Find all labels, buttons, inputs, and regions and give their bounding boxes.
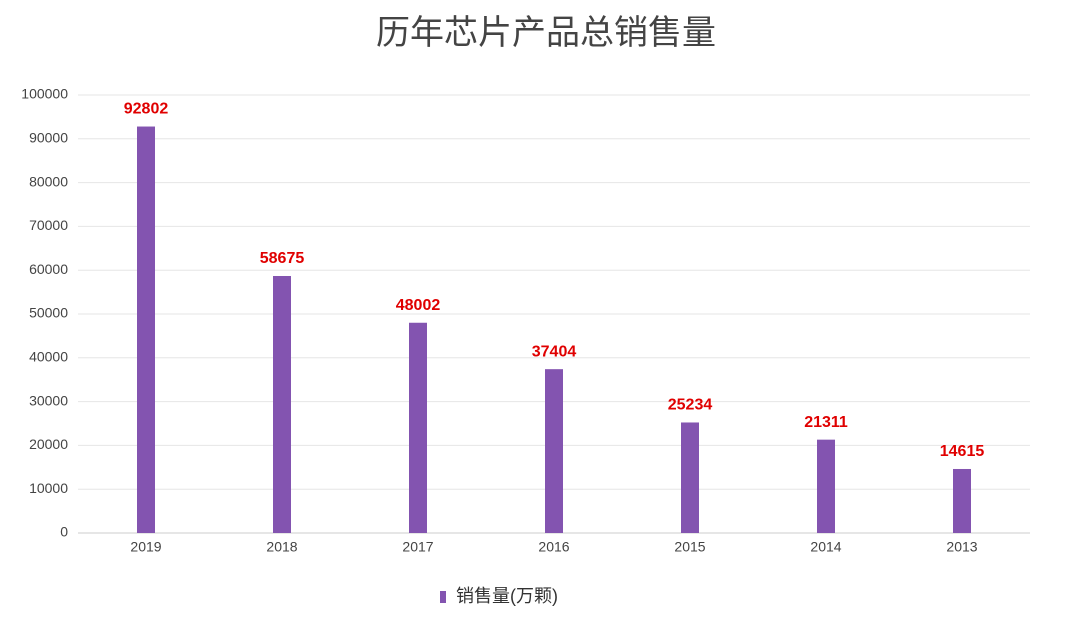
data-label: 48002 <box>396 297 441 314</box>
y-tick-label: 90000 <box>29 130 68 146</box>
x-tick-label: 2013 <box>946 539 977 555</box>
y-tick-label: 80000 <box>29 173 68 189</box>
x-tick-label: 2017 <box>402 539 433 555</box>
bar <box>817 439 835 533</box>
data-label: 21311 <box>804 414 848 431</box>
data-label: 92802 <box>124 101 169 118</box>
y-tick-label: 70000 <box>29 217 68 233</box>
bar <box>273 276 291 533</box>
x-tick-label: 2016 <box>538 539 569 555</box>
bar <box>681 422 699 533</box>
x-tick-label: 2019 <box>130 539 161 555</box>
data-label: 25234 <box>668 397 713 414</box>
bar <box>409 322 427 533</box>
data-label: 58675 <box>260 250 305 267</box>
y-tick-label: 30000 <box>29 392 68 408</box>
chart-title: 历年芯片产品总销售量 <box>376 14 716 52</box>
x-tick-label: 2015 <box>674 539 705 555</box>
legend-swatch <box>440 591 446 603</box>
bar <box>137 126 155 534</box>
y-tick-label: 60000 <box>29 261 68 277</box>
data-label: 14615 <box>940 443 985 460</box>
y-tick-label: 20000 <box>29 436 68 452</box>
y-tick-label: 50000 <box>29 305 68 321</box>
data-label: 37404 <box>532 343 577 360</box>
legend-label: 销售量(万颗) <box>456 586 558 606</box>
bar <box>545 369 563 533</box>
y-tick-label: 100000 <box>21 86 68 102</box>
y-tick-label: 40000 <box>29 349 68 365</box>
bar <box>953 468 971 533</box>
x-tick-label: 2014 <box>810 539 841 555</box>
y-tick-label: 0 <box>60 524 68 540</box>
y-tick-label: 10000 <box>29 480 68 496</box>
x-tick-label: 2018 <box>266 539 297 555</box>
